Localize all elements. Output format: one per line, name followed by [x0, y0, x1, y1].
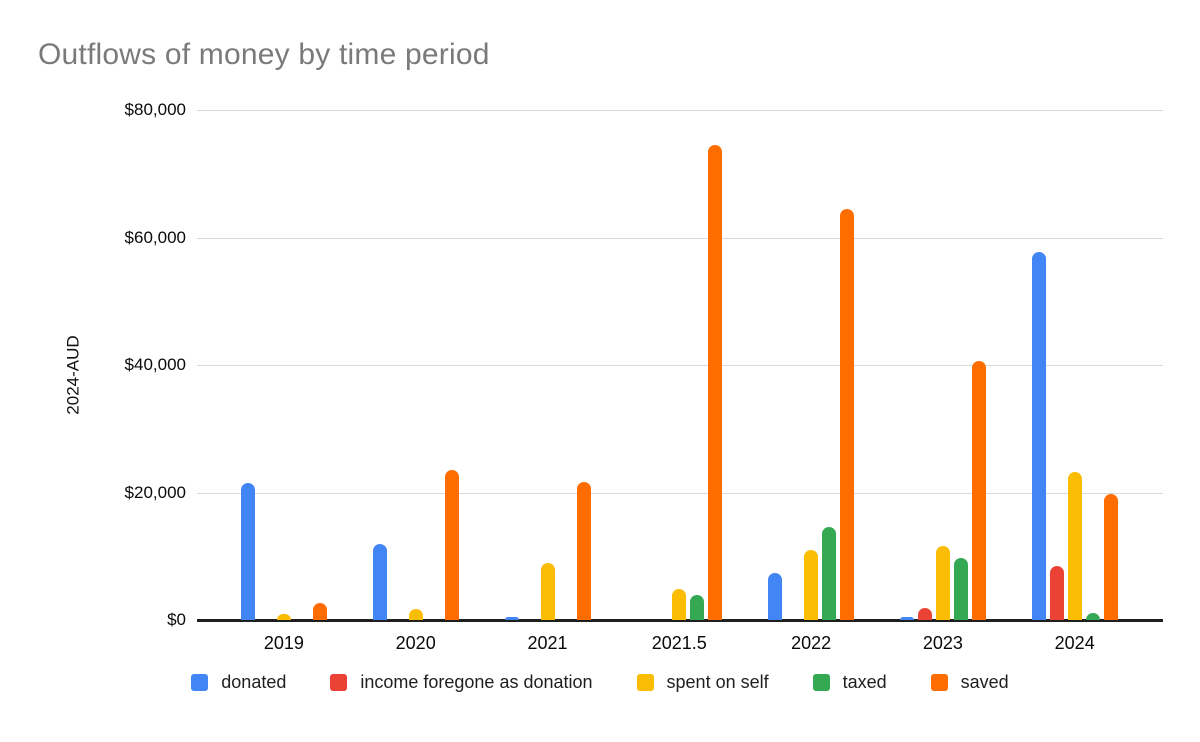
- x-tick-label-2022: 2022: [791, 633, 832, 653]
- legend-swatch-donated: [191, 674, 209, 691]
- legend-item-spent-on-self: spent on self: [636, 672, 769, 693]
- legend-item-donated: donated: [191, 672, 286, 693]
- gridline-40000: [197, 365, 1163, 366]
- x-tick-label-2019: 2019: [263, 633, 304, 653]
- bar-saved-2022: [840, 208, 855, 620]
- legend-label-spent-on-self: spent on self: [666, 672, 769, 692]
- y-tick-label-20000: $20,000: [124, 482, 186, 502]
- y-tick-label-60000: $60,000: [124, 227, 186, 247]
- bar-saved-2024: [1103, 494, 1118, 620]
- bar-spent-on-self-2020: [408, 608, 423, 620]
- plot-area: [197, 110, 1163, 622]
- legend-swatch-taxed: [812, 674, 830, 691]
- legend-item-saved: saved: [930, 672, 1009, 693]
- legend-label-saved: saved: [960, 672, 1009, 692]
- bar-donated-2024: [1031, 252, 1046, 620]
- y-tick-label-80000: $80,000: [124, 100, 186, 119]
- x-tick-label-2023: 2023: [922, 633, 963, 653]
- bar-donated-2019: [240, 482, 255, 620]
- bar-donated-2023: [899, 616, 914, 620]
- legend-swatch-income-foregone-as-donation: [330, 674, 348, 691]
- legend-label-donated: donated: [221, 672, 287, 692]
- bar-donated-2022: [768, 572, 783, 620]
- bar-income-foregone-as-donation-2024: [1049, 566, 1064, 620]
- bar-donated-2020: [372, 543, 387, 620]
- bar-saved-2021-5: [708, 145, 723, 620]
- bar-spent-on-self-2022: [804, 549, 819, 620]
- bar-spent-on-self-2019: [276, 614, 291, 620]
- bar-spent-on-self-2023: [935, 546, 950, 620]
- legend-swatch-saved: [930, 674, 948, 691]
- gridline-60000: [197, 237, 1163, 239]
- legend-label-taxed: taxed: [842, 672, 887, 692]
- bar-saved-2021: [576, 481, 591, 620]
- legend-item-taxed: taxed: [812, 672, 887, 693]
- bar-saved-2019: [312, 603, 327, 620]
- x-tick-label-2020: 2020: [395, 633, 436, 653]
- legend: donated income foregone as donation spent …: [0, 672, 1200, 693]
- bar-spent-on-self-2024: [1067, 472, 1082, 620]
- bar-income-foregone-as-donation-2023: [917, 607, 932, 620]
- x-tick-label-2024: 2024: [1054, 633, 1095, 653]
- gridline-20000: [197, 492, 1163, 494]
- x-axis-baseline: [197, 619, 1163, 622]
- y-tick-label-40000: $40,000: [124, 355, 186, 374]
- bar-taxed-2021-5: [690, 594, 705, 620]
- bar-taxed-2023: [953, 558, 968, 620]
- x-tick-label-2021-5: 2021.5: [651, 633, 707, 653]
- legend-item-income-foregone-as-donation: income foregone as donation: [330, 672, 593, 693]
- x-tick-label-2021: 2021: [527, 633, 568, 653]
- bar-saved-2023: [971, 361, 986, 620]
- chart-title: Outflows of money by time period: [38, 38, 490, 71]
- bar-spent-on-self-2021-5: [672, 588, 687, 620]
- legend-label-income-foregone-as-donation: income foregone as donation: [360, 672, 593, 692]
- bar-taxed-2024: [1085, 613, 1100, 620]
- bar-donated-2021: [504, 617, 519, 620]
- legend-swatch-spent-on-self: [636, 674, 654, 691]
- y-axis-title: 2024-AUD: [63, 335, 83, 415]
- gridline-80000: [197, 110, 1163, 111]
- bar-spent-on-self-2021: [540, 562, 555, 620]
- bar-taxed-2022: [822, 526, 837, 620]
- y-tick-label-0: $0: [167, 610, 186, 629]
- bar-saved-2020: [444, 470, 459, 620]
